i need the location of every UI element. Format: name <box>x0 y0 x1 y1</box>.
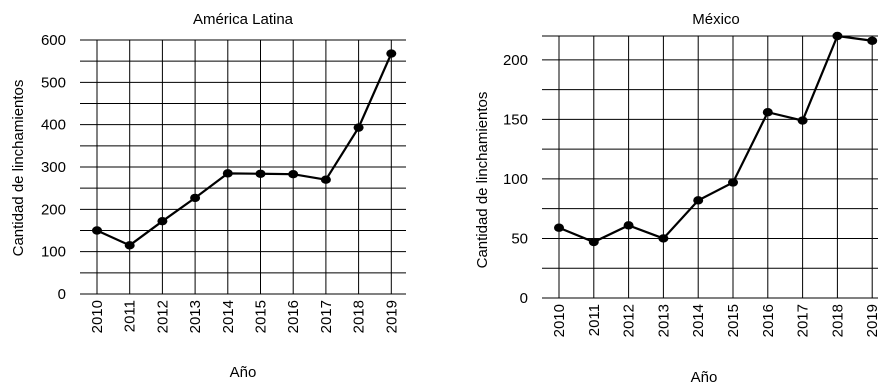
y-tick-label: 0 <box>58 286 66 303</box>
data-point <box>797 116 808 125</box>
x-tick-label: 2012 <box>621 304 638 337</box>
chart-title: México <box>692 11 740 28</box>
y-tick-label: 600 <box>41 32 66 49</box>
x-tick-label: 2010 <box>89 300 106 333</box>
x-tick-label: 2010 <box>551 304 568 337</box>
data-point <box>190 193 201 203</box>
data-point <box>554 223 564 232</box>
data-point <box>386 49 397 58</box>
data-point <box>693 196 704 205</box>
series-line <box>558 34 873 244</box>
data-point <box>832 31 843 41</box>
data-point <box>623 221 634 230</box>
x-tick-label: 2017 <box>795 304 812 337</box>
chart-title: América Latina <box>193 11 294 28</box>
y-tick-label: 100 <box>503 171 528 188</box>
data-point <box>658 234 669 243</box>
x-tick-label: 2012 <box>154 300 171 333</box>
data-point <box>288 169 299 179</box>
data-point <box>353 123 364 132</box>
data-point <box>728 178 738 187</box>
y-tick-label: 400 <box>41 117 66 134</box>
x-tick-label: 2019 <box>383 300 400 333</box>
x-tick-label: 2015 <box>725 304 742 337</box>
x-tick-label: 2016 <box>760 304 777 337</box>
x-tick-label: 2017 <box>318 300 335 333</box>
data-point <box>157 216 168 226</box>
data-point <box>588 237 599 247</box>
data-point <box>92 226 102 235</box>
x-tick-label: 2018 <box>829 304 846 337</box>
y-tick-label: 300 <box>41 159 66 176</box>
y-tick-label: 200 <box>503 52 528 69</box>
x-tick-label: 2018 <box>351 300 368 333</box>
y-axis-label: Cantidad de linchamientos <box>474 92 491 269</box>
series-line <box>96 53 393 247</box>
data-point <box>867 36 878 45</box>
x-tick-label: 2011 <box>586 304 603 336</box>
data-point <box>255 169 266 178</box>
x-tick-label: 2013 <box>655 304 672 337</box>
data-point <box>762 108 773 117</box>
x-tick-label: 2011 <box>122 300 139 332</box>
chart-mexico: México Cantidad de linchamientos Año 0 50… <box>474 11 881 386</box>
x-axis-label: Año <box>230 364 257 381</box>
y-tick-label: 500 <box>41 74 66 91</box>
y-tick-label: 50 <box>511 230 528 247</box>
x-tick-label: 2014 <box>690 304 707 337</box>
x-tick-label: 2016 <box>285 300 302 333</box>
data-point <box>124 241 135 250</box>
x-tick-label: 2014 <box>220 300 237 333</box>
y-axis-label: Cantidad de linchamientos <box>10 80 27 257</box>
x-tick-label: 2013 <box>187 300 204 333</box>
chart-america-latina: América Latina Cantidad de linchamientos… <box>10 11 406 381</box>
y-tick-label: 200 <box>41 201 66 218</box>
x-axis-label: Año <box>691 369 718 385</box>
data-point <box>320 175 331 184</box>
x-tick-label: 2019 <box>864 304 881 337</box>
y-tick-label: 0 <box>520 290 528 307</box>
y-tick-label: 150 <box>503 111 528 128</box>
data-point <box>222 169 233 178</box>
y-tick-label: 100 <box>41 244 66 261</box>
x-tick-label: 2015 <box>253 300 270 333</box>
